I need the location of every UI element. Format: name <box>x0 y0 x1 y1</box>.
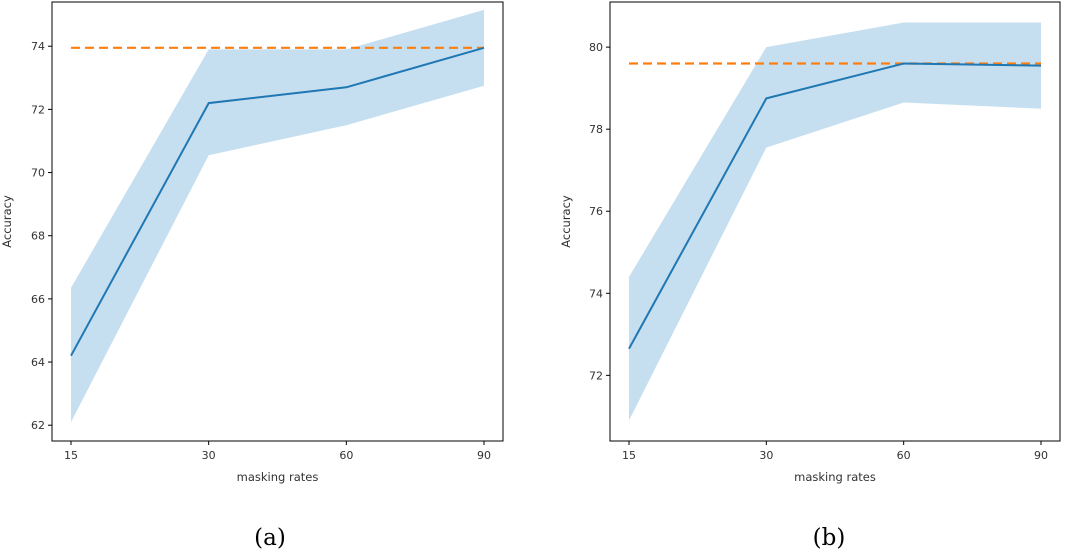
x-axis-label: masking rates <box>237 470 319 484</box>
mean-accuracy-line <box>70 46 485 357</box>
y-tick-label: 74 <box>589 287 603 300</box>
chart-panel-a: 15 30 60 90 62 64 66 68 70 72 74 masking rates Accur… <box>0 1 504 551</box>
y-tick-label: 68 <box>31 230 45 243</box>
x-tick-label: 15 <box>622 449 636 462</box>
x-tick-label: 60 <box>339 449 353 462</box>
chart-panel-b: 15 30 60 90 72 74 76 78 80 masking rates Accuracy (… <box>559 1 1061 551</box>
x-tick-label: 90 <box>1034 449 1048 462</box>
x-tick-label: 90 <box>477 449 491 462</box>
panel-label: (b) <box>813 525 846 551</box>
y-tick-label: 62 <box>31 419 45 432</box>
x-tick-label: 15 <box>64 449 78 462</box>
x-tick-label: 60 <box>897 449 911 462</box>
confidence-band <box>629 22 1041 421</box>
y-axis-label: Accuracy <box>559 195 573 248</box>
axes-frame <box>609 1 1061 442</box>
panel-label: (a) <box>254 525 286 551</box>
mean-accuracy-line <box>628 62 1042 350</box>
y-tick-label: 80 <box>589 41 603 54</box>
y-tick-label: 74 <box>31 40 45 53</box>
y-axis-label: Accuracy <box>0 195 14 248</box>
x-tick-label: 30 <box>202 449 216 462</box>
y-tick-label: 70 <box>31 167 45 180</box>
y-tick-label: 72 <box>589 369 603 382</box>
y-tick-label: 66 <box>31 293 45 306</box>
y-tick-label: 78 <box>589 123 603 136</box>
confidence-band <box>71 9 484 423</box>
x-tick-label: 30 <box>759 449 773 462</box>
y-tick-label: 76 <box>589 205 603 218</box>
x-axis-label: masking rates <box>794 470 876 484</box>
y-tick-label: 64 <box>31 356 45 369</box>
axes-frame <box>51 1 504 442</box>
y-tick-label: 72 <box>31 103 45 116</box>
